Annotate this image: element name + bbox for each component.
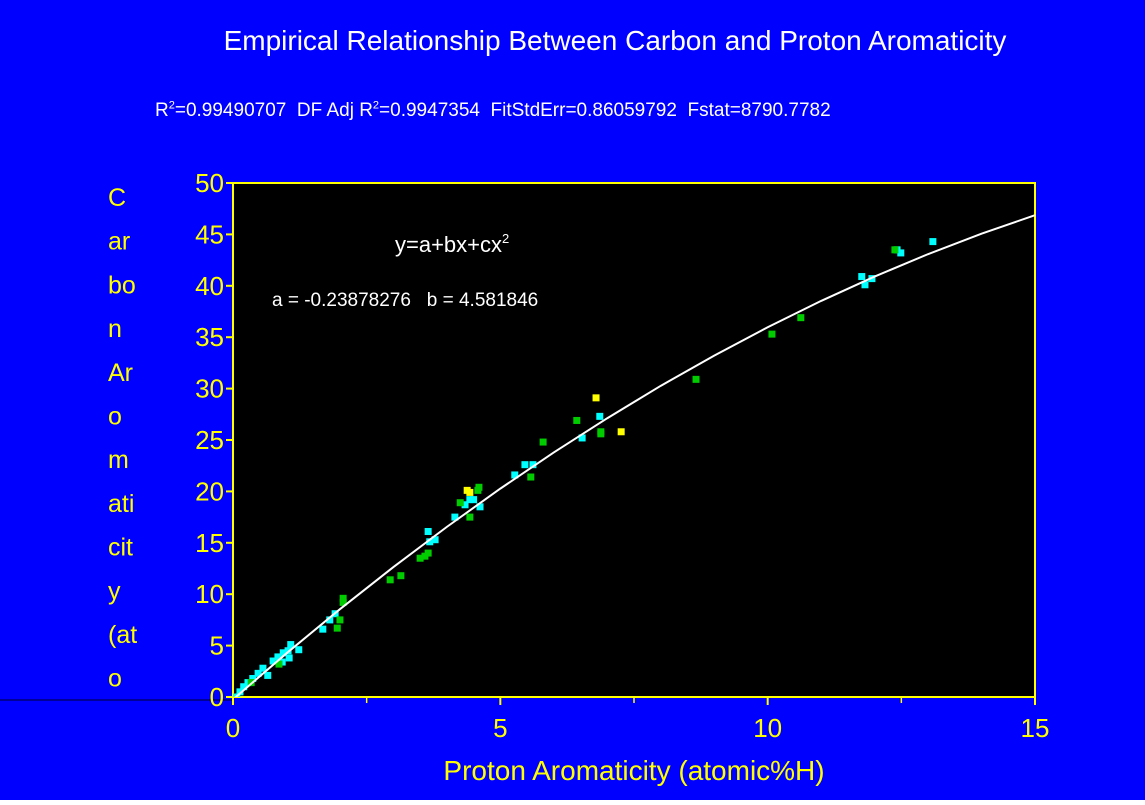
point xyxy=(254,669,262,677)
x-tick-label: 10 xyxy=(753,713,782,743)
point xyxy=(461,501,469,509)
y-axis-label: (at xyxy=(108,621,137,649)
point xyxy=(692,375,700,383)
point xyxy=(470,496,478,504)
superscript: 2 xyxy=(373,99,379,111)
y-axis-label: n xyxy=(108,315,122,343)
y-tick-label: 30 xyxy=(195,374,224,404)
y-axis-label: y xyxy=(108,577,121,605)
point xyxy=(597,430,605,438)
point xyxy=(295,646,303,654)
y-axis-label: C xyxy=(108,184,126,212)
y-axis-label: ati xyxy=(108,490,134,518)
point xyxy=(521,461,529,469)
y-axis-label: bo xyxy=(108,271,136,299)
point xyxy=(897,249,905,257)
point xyxy=(527,473,535,481)
y-axis-label: o xyxy=(108,665,122,693)
point xyxy=(578,434,586,442)
y-tick-label: 35 xyxy=(195,322,224,352)
y-axis-label: cit xyxy=(108,534,133,562)
point xyxy=(264,671,272,679)
point xyxy=(275,660,283,668)
y-tick-label: 25 xyxy=(195,425,224,455)
x-tick-label: 15 xyxy=(1021,713,1050,743)
y-tick-label: 45 xyxy=(195,219,224,249)
y-tick-label: 10 xyxy=(195,579,224,609)
point xyxy=(333,624,341,632)
point xyxy=(451,513,459,521)
point xyxy=(475,483,483,491)
point xyxy=(929,238,937,246)
point xyxy=(386,576,394,584)
point xyxy=(416,554,424,562)
point xyxy=(476,503,484,511)
point xyxy=(236,688,244,696)
point xyxy=(287,641,295,649)
point xyxy=(424,549,432,557)
point xyxy=(274,653,282,661)
point xyxy=(426,538,434,546)
x-tick-label: 0 xyxy=(226,713,240,743)
y-tick-label: 5 xyxy=(210,631,224,661)
point xyxy=(592,394,600,402)
point xyxy=(529,461,537,469)
equation: y=a+bx+cx2 xyxy=(395,231,509,257)
point xyxy=(596,412,604,420)
point xyxy=(573,416,581,424)
point xyxy=(466,496,474,504)
point xyxy=(424,527,432,535)
point xyxy=(319,625,327,633)
y-axis-label: ar xyxy=(108,228,130,256)
y-tick-label: 15 xyxy=(195,528,224,558)
point xyxy=(240,683,248,691)
y-tick-label: 0 xyxy=(210,682,224,712)
point xyxy=(466,513,474,521)
point xyxy=(339,598,347,606)
point xyxy=(456,499,464,507)
x-tick-label: 5 xyxy=(493,713,507,743)
point xyxy=(269,657,277,665)
plot-content xyxy=(233,214,1035,697)
point xyxy=(861,281,869,289)
subtitle: R2=0.99490707 DF Adj R2=0.9947354 FitStd… xyxy=(155,99,831,121)
point xyxy=(279,649,287,657)
point xyxy=(285,654,293,662)
y-axis-label: Ar xyxy=(108,359,133,387)
text-part: =0.9947354 FitStdErr=0.86059792 Fstat=87… xyxy=(379,100,831,121)
point xyxy=(431,536,439,544)
point xyxy=(797,314,805,322)
x-axis-label: Proton Aromaticity (atomic%H) xyxy=(443,755,824,786)
y-axis-label: o xyxy=(108,403,122,431)
coefficients: a = -0.23878276 b = 4.581846 xyxy=(272,290,538,311)
text-part: =0.99490707 DF Adj R xyxy=(175,100,373,121)
point xyxy=(397,572,405,580)
point xyxy=(339,594,347,602)
point xyxy=(466,488,474,496)
fit-line xyxy=(234,214,1035,697)
point xyxy=(891,246,899,254)
plot-area xyxy=(232,182,1036,698)
superscript: 2 xyxy=(169,99,175,111)
text-part: y=a+bx+cx xyxy=(395,232,502,257)
text-part: R xyxy=(155,100,169,121)
chart-title: Empirical Relationship Between Carbon an… xyxy=(224,25,1007,56)
point xyxy=(336,616,344,624)
superscript: 2 xyxy=(502,231,509,246)
y-tick-label: 50 xyxy=(195,168,224,198)
point xyxy=(539,438,547,446)
point xyxy=(858,273,866,281)
point xyxy=(249,674,257,682)
point xyxy=(617,428,625,436)
y-tick-label: 40 xyxy=(195,271,224,301)
point xyxy=(768,330,776,338)
point xyxy=(259,664,267,672)
point xyxy=(511,471,519,479)
point xyxy=(326,616,334,624)
y-tick-label: 20 xyxy=(195,476,224,506)
y-axis-label: m xyxy=(108,446,129,474)
